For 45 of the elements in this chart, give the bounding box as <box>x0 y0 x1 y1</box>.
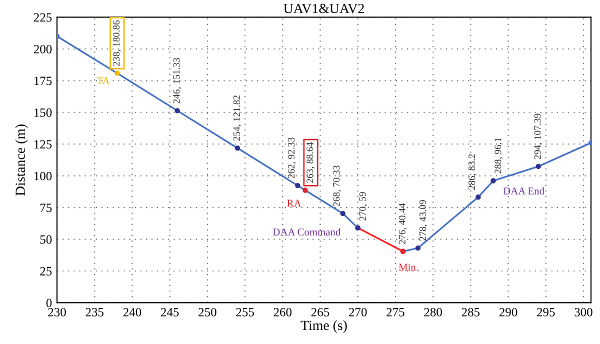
data-label: 268, 70.33 <box>333 166 342 206</box>
y-tick-label: 50 <box>40 235 52 244</box>
x-tick-label: 250 <box>198 308 216 316</box>
data-label: 288, 96.1 <box>494 138 503 174</box>
data-label: 276, 40.44 <box>398 203 407 244</box>
x-tick-label: 285 <box>462 308 480 316</box>
x-tick-label: 235 <box>86 308 104 316</box>
data-label: 263, 88.64 <box>306 142 315 183</box>
y-tick-label: 125 <box>34 140 52 149</box>
data-label: 270, 59 <box>359 192 368 220</box>
annotation: TA <box>96 77 110 84</box>
x-tick-label: 245 <box>160 308 179 316</box>
x-tick-label: 290 <box>499 308 518 316</box>
y-tick-label: 75 <box>40 204 52 212</box>
chart-title: UAV1&UAV2 <box>284 4 364 14</box>
data-label: 278, 43.09 <box>419 200 428 241</box>
data-label: 238, 180.86 <box>113 20 121 66</box>
data-label: 294, 107.39 <box>534 114 542 160</box>
x-tick-label: 265 <box>311 308 330 316</box>
x-tick-label: 260 <box>274 308 292 316</box>
data-label: 262, 92.33 <box>288 138 296 178</box>
y-tick-label: 100 <box>34 172 52 180</box>
x-tick-label: 280 <box>424 308 442 316</box>
y-tick-label: 25 <box>40 267 52 276</box>
x-axis-title: Time (s) <box>300 320 347 333</box>
y-tick-label: 200 <box>34 44 52 54</box>
x-tick-label: 270 <box>349 308 367 316</box>
annotation: DAA End <box>503 187 544 194</box>
x-tick-label: 230 <box>48 308 66 316</box>
y-tick-label: 225 <box>34 13 52 22</box>
data-label: 286, 83.2 <box>468 154 476 190</box>
y-tick-label: 175 <box>34 76 52 86</box>
y-tick-label: 0 <box>46 298 52 308</box>
x-tick-label: 300 <box>574 308 592 316</box>
y-axis-title: Distance (m) <box>15 124 28 196</box>
annotation: RA <box>287 200 302 207</box>
annotation: DAA Command <box>272 228 341 236</box>
data-label: 254, 121.82 <box>233 96 242 141</box>
x-tick-label: 240 <box>123 308 142 316</box>
y-tick-label: 150 <box>34 108 52 117</box>
x-tick-label: 255 <box>236 308 254 316</box>
annotation: Min. <box>398 264 418 271</box>
data-label: 246, 151.33 <box>173 58 182 104</box>
x-tick-label: 275 <box>386 308 404 316</box>
x-tick-label: 295 <box>537 308 555 316</box>
